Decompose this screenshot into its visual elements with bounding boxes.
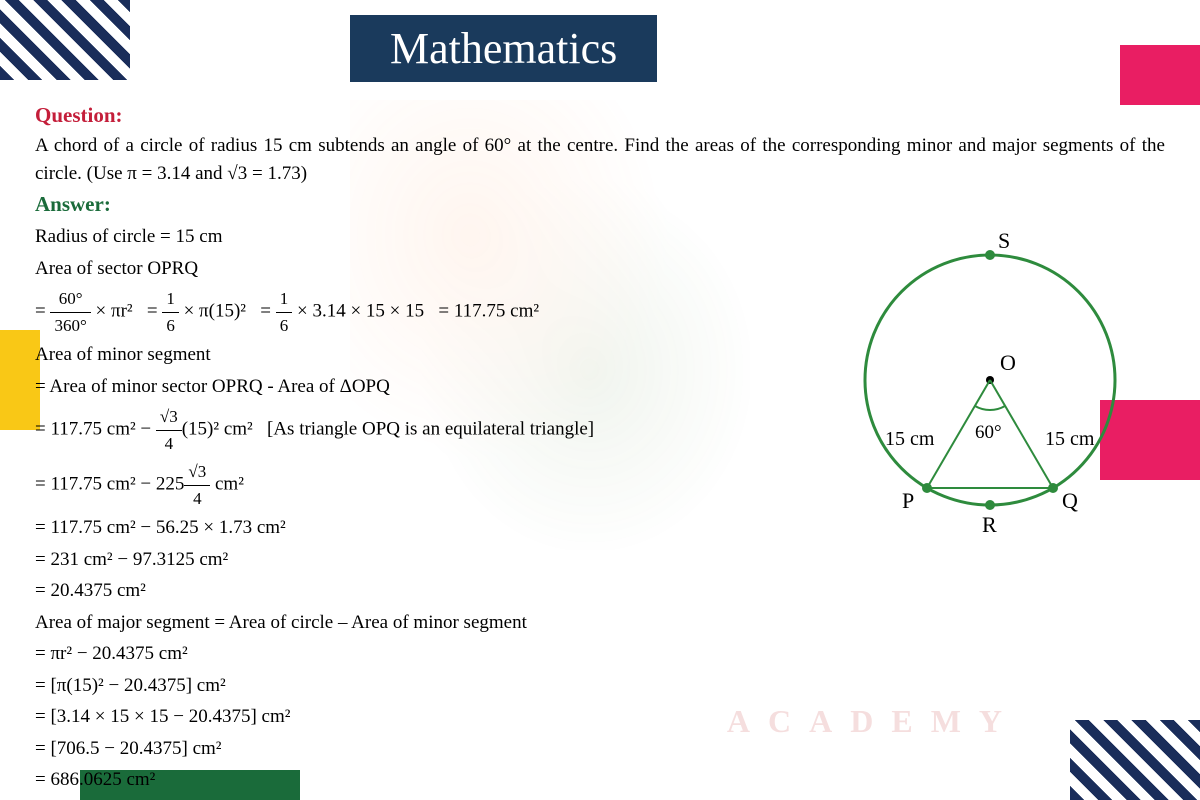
diagram-label-O: O <box>1000 350 1016 375</box>
diagram-label-Q: Q <box>1062 488 1078 513</box>
watermark-text: ACADEMY <box>727 703 1020 740</box>
decoration-yellow <box>0 330 40 430</box>
page-title: Mathematics <box>350 15 657 82</box>
diagram-angle: 60° <box>975 422 1002 443</box>
diagram-radius-left: 15 cm <box>885 428 935 450</box>
question-label: Question: <box>35 103 123 127</box>
question-text: A chord of a circle of radius 15 cm subt… <box>35 132 1165 189</box>
diagram-label-S: S <box>998 228 1010 253</box>
decoration-pink-top <box>1120 45 1200 105</box>
solution-line-10: = 20.4375 cm² <box>35 577 1165 606</box>
decoration-stripes-top-left <box>0 0 130 80</box>
answer-label: Answer: <box>35 192 111 216</box>
circle-diagram: S O P Q R 15 cm 15 cm 60° <box>840 210 1140 560</box>
diagram-radius-right: 15 cm <box>1045 428 1095 450</box>
solution-line-16: = 686.0625 cm² <box>35 766 1165 795</box>
solution-line-13: = [π(15)² − 20.4375] cm² <box>35 672 1165 701</box>
solution-line-11: Area of major segment = Area of circle –… <box>35 609 1165 638</box>
diagram-label-R: R <box>982 512 997 537</box>
diagram-label-P: P <box>902 488 914 513</box>
solution-line-12: = πr² − 20.4375 cm² <box>35 640 1165 669</box>
